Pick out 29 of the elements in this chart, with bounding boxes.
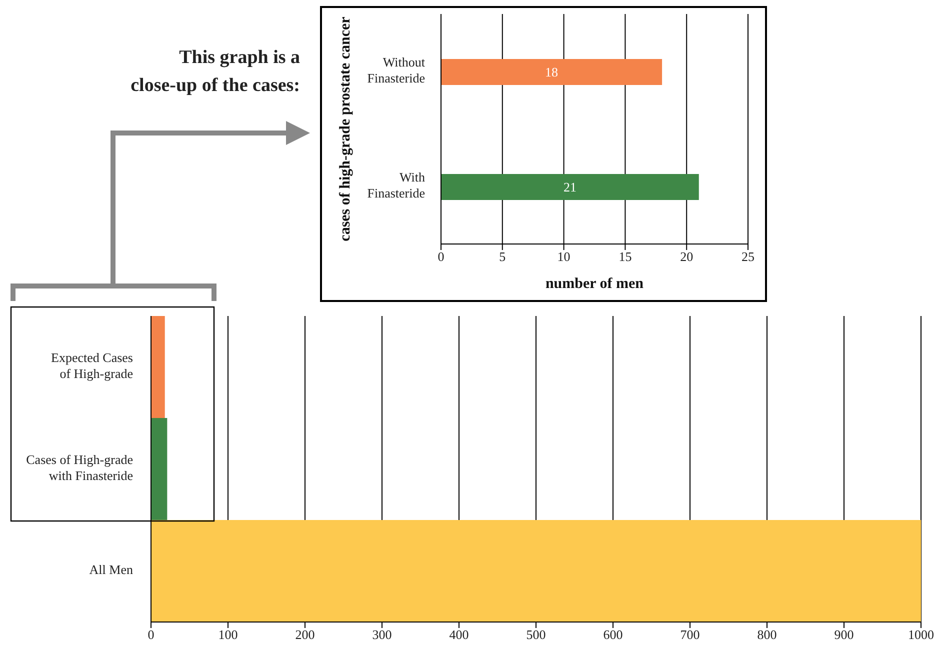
text: This graph is a close-up of the cases: [130,46,300,98]
y-tick-label: All Men [89,562,134,577]
y-tick-label: Cases of High-grade with Finasteride [26,452,134,483]
x-tick-label: 500 [526,627,546,642]
x-tick-label: 300 [372,627,392,642]
x-tick-label: 800 [757,627,777,642]
x-tick-label: 0 [438,249,444,264]
data-label: 18 [545,64,558,80]
x-tick-label: 700 [680,627,700,642]
x-tick-label: 20 [680,249,694,264]
y-tick-label: With Finasteride [367,170,426,200]
y-tick-label: Expected Cases of High-grade [51,350,134,381]
x-tick-label: 15 [618,249,632,264]
x-tick-label: 0 [148,627,154,642]
x-tick-label: 400 [449,627,469,642]
bar [151,418,168,520]
x-tick-label: 100 [218,627,238,642]
x-tick-label: 200 [295,627,315,642]
x-tick-label: 900 [834,627,854,642]
x-tick-label: 10 [557,249,570,264]
y-axis-title: cases of high-grade prostate cancer [337,16,354,242]
x-tick-label: 5 [499,249,506,264]
y-tick-label: Without Finasteride [367,54,426,86]
bar [151,316,165,418]
x-tick-label: 1000 [908,627,934,642]
x-tick-label: 600 [603,627,623,642]
x-tick-label: 25 [742,249,754,264]
x-axis-title: number of men [545,276,644,292]
data-label: 21 [563,180,576,195]
